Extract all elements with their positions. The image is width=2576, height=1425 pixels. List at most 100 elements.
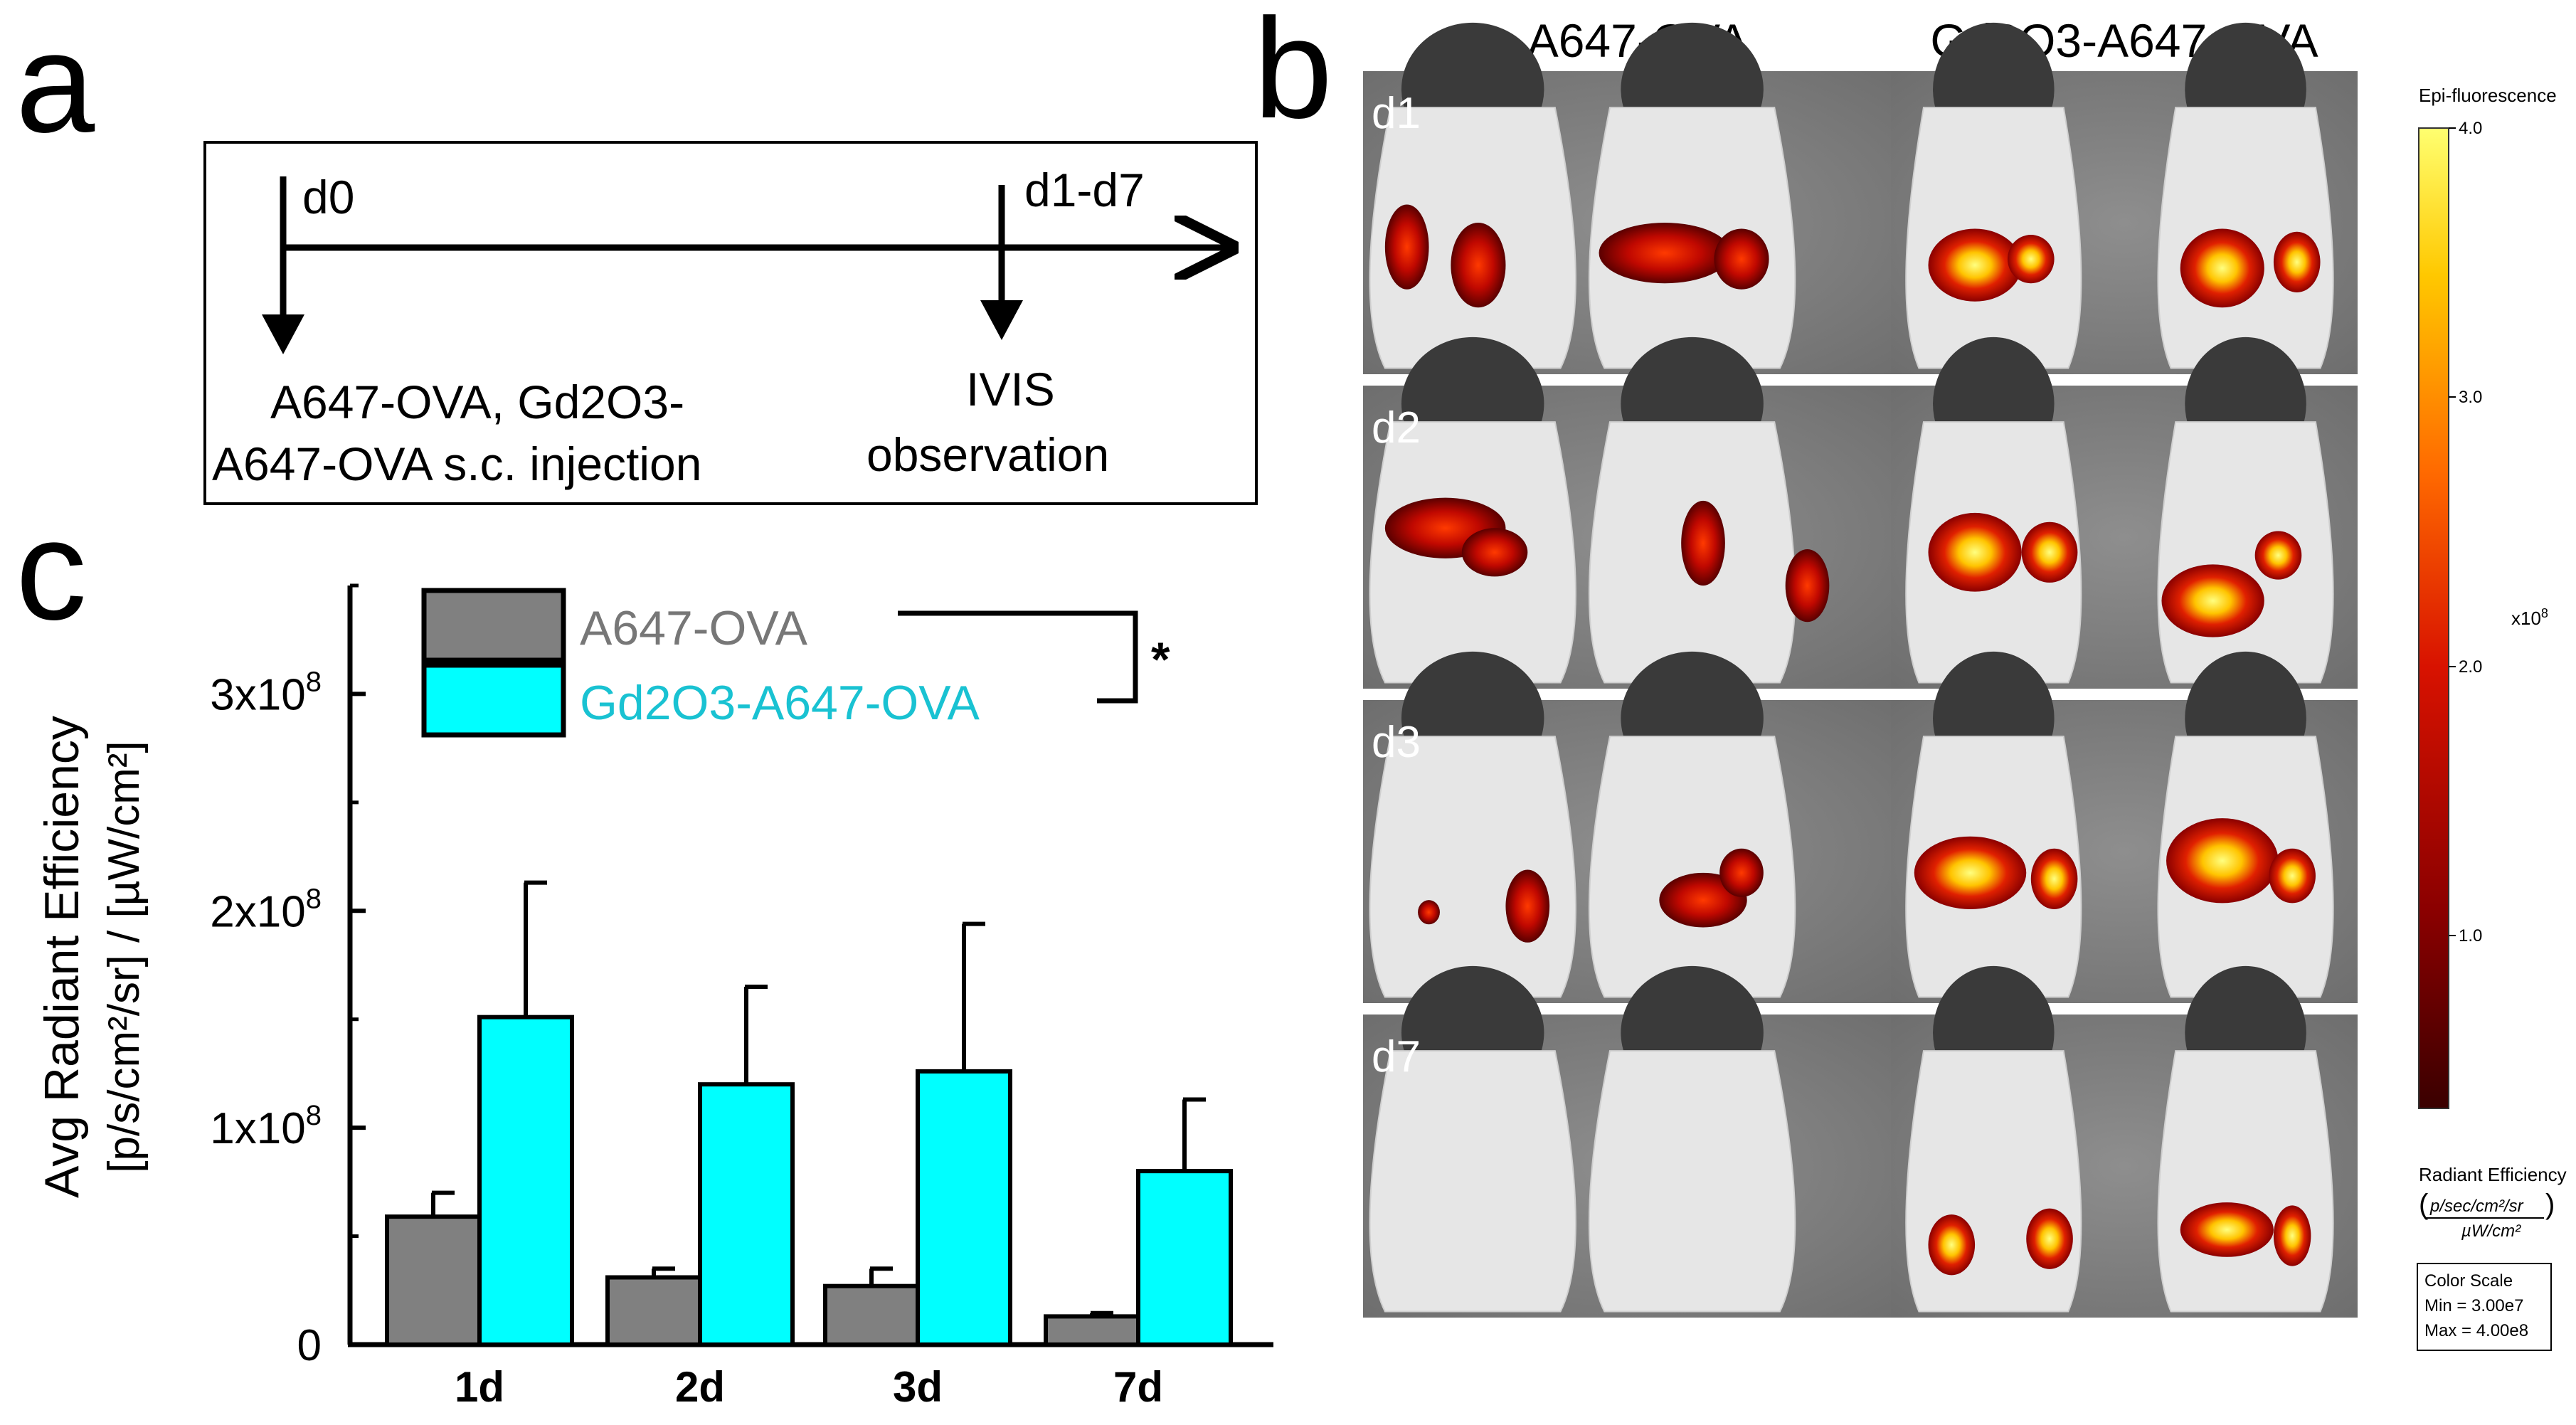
row-label: d3 [1372,718,1421,767]
ivis-tile [1891,22,2358,374]
color-scale-box [2417,1263,2552,1351]
ivis-label-line2: observation [866,428,1109,481]
ivis-tile [1891,337,2358,689]
injection-arrowhead-icon [262,314,304,354]
fluorescence-spot [1714,228,1769,290]
fluorescence-spot [1384,204,1429,290]
injection-label-line1: A647-OVA, Gd2O3- [270,376,684,428]
y-tick-base: 2x10 [210,887,305,936]
y-tick-base: 3x10 [210,670,305,719]
fluorescence-spot [2161,564,2264,637]
y-tick-label: 0 [297,1321,322,1370]
fluorescence-spot [2269,848,2316,904]
colorbar-tick-label: 4.0 [2459,119,2482,138]
fluorescence-spot [2166,818,2279,904]
panel-c: c Avg Radiant Efficiency [p/s/cm²/sr] / … [16,491,1273,1411]
colorbar-unit-numerator: p/sec/cm²/sr [2429,1197,2524,1216]
ivis-image-grid: d1 d2 d3 d7 [1363,22,2358,1318]
fluorescence-spot [2254,531,2302,580]
y-axis-label-line2: [p/s/cm²/sr] / [µW/cm²] [100,741,149,1172]
ivis-tile [1891,651,2358,1003]
mouse-body [2157,421,2334,684]
ivis-tile [1891,965,2358,1318]
row-label: d1 [1372,89,1421,138]
y-tick-base: 1x10 [210,1104,305,1153]
colorbar-ticks: 4.0 3.0 2.0 1.0 [2449,119,2482,945]
fluorescence-spot [1461,528,1528,577]
legend-swatch [421,662,566,738]
legend-swatch [421,588,566,663]
fluorescence-spot [2026,1208,2073,1269]
color-scale-title: Color Scale [2424,1271,2513,1291]
bar [1044,1314,1140,1347]
colorbar-unit-denominator: µW/cm² [2461,1222,2521,1241]
bar [477,1015,574,1347]
colorbar-tick-label: 3.0 [2459,388,2482,407]
mouse-body [1369,1050,1576,1313]
timeline-box [203,141,1258,505]
ivis-tile: d2 [1363,337,1912,689]
legend-label: Gd2O3-A647-OVA [580,676,980,730]
significance-marker: * [1151,632,1170,687]
colorbar-tick-label: 1.0 [2459,926,2482,945]
x-tick-label: 2d [675,1363,725,1411]
colorbar-multiplier: x108 [2511,606,2548,629]
injection-label-line2: A647-OVA s.c. injection [212,438,701,490]
fluorescence-spot [1599,223,1731,284]
fluorescence-spot [1451,223,1506,308]
y-tick-label: 1x108 [210,1100,322,1153]
y-tick-exp: 8 [306,666,322,697]
fluorescence-spot [2021,521,2078,583]
colorbar-title: Epi-fluorescence [2419,85,2557,106]
color-scale-min: Min = 3.00e7 [2424,1296,2523,1315]
y-tick-exp: 8 [306,883,322,914]
panel-letter-a: a [16,4,95,162]
x-tick-label: 7d [1113,1363,1163,1411]
mouse-body [1588,736,1796,998]
fluorescence-spot [1681,500,1725,586]
color-scale-max: Max = 4.00e8 [2424,1321,2528,1340]
bar [605,1275,702,1347]
fluorescence-spot [1914,836,2027,909]
fluorescence-spot [1785,549,1830,623]
bar [1136,1169,1233,1347]
bar [916,1069,1012,1347]
fluorescence-spot [1418,900,1440,925]
fluorescence-spot [2030,848,2078,909]
colorbar-unit-title: Radiant Efficiency [2419,1164,2567,1185]
fluorescence-spot [2008,235,2055,284]
row-label: d7 [1372,1032,1421,1081]
y-tick-label: 3x108 [210,666,322,719]
fluorescence-spot [2273,1205,2311,1266]
legend-label: A647-OVA [580,601,808,655]
bar [698,1082,795,1347]
colorbar-gradient [2418,127,2449,1109]
fluorescence-spot [1719,848,1764,897]
y-tick-exp: 8 [306,1100,322,1131]
fluorescence-spot [2273,231,2321,292]
mouse-body [1905,1050,2082,1313]
ivis-tile: d1 [1363,22,1912,374]
mouse-body [1588,1050,1796,1313]
fluorescence-spot [2180,228,2264,308]
ivis-tile: d3 [1363,651,1912,1003]
colorbar-multiplier-base: x10 [2511,608,2541,629]
panel-letter-c: c [16,491,87,650]
bar [823,1283,920,1347]
fluorescence-spot [1928,512,2022,592]
y-tick-base: 0 [297,1321,322,1370]
y-tick-label: 2x108 [210,883,322,936]
mouse-body [1369,736,1576,998]
row-label: d2 [1372,403,1421,452]
bar [385,1214,482,1347]
y-axis-label-line1: Avg Radiant Efficiency [35,716,89,1198]
ivis-tile: d7 [1363,965,1912,1318]
colorbar-unit-paren-open: ( [2419,1189,2429,1220]
colorbar-tick-label: 2.0 [2459,657,2482,677]
colorbar-unit-paren-close: ) [2545,1189,2555,1220]
panel-a: a d0 d1-d7 A647-OVA, Gd2O3- A647-OVA s.c… [16,4,1258,505]
ivis-arrowhead-icon [980,300,1023,340]
